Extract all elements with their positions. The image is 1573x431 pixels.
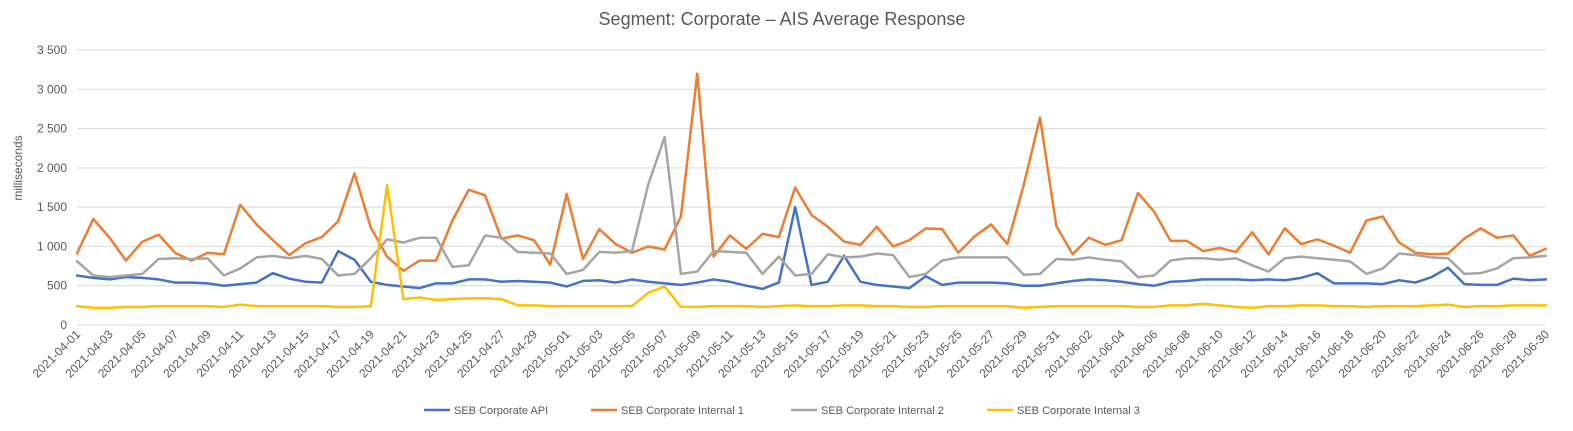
legend-item: SEB Corporate Internal 1 — [591, 405, 744, 417]
series-line-1 — [75, 205, 1548, 291]
legend-label: SEB Corporate API — [454, 405, 548, 417]
y-tick-label: 0 — [60, 318, 67, 332]
y-axis-label: milliseconds — [11, 135, 25, 200]
x-axis-ticks: 2021-04-012021-04-032021-04-052021-04-07… — [30, 327, 1553, 381]
y-tick-label: 1 500 — [37, 200, 67, 214]
gridlines — [77, 49, 1546, 326]
series-line-3 — [75, 135, 1548, 279]
series-line-2 — [75, 72, 1548, 273]
series-line-4 — [75, 183, 1548, 309]
y-tick-label: 3 500 — [37, 43, 67, 57]
y-tick-label: 500 — [47, 279, 67, 293]
legend: SEB Corporate API SEB Corporate Internal … — [424, 405, 1140, 417]
legend-item: SEB Corporate Internal 3 — [987, 405, 1140, 417]
chart-title: Segment: Corporate – AIS Average Respons… — [599, 9, 966, 29]
y-axis-ticks: 0 500 1 000 1 500 2 000 2 500 3 000 3 500 — [37, 43, 67, 332]
y-tick-label: 3 000 — [37, 82, 67, 96]
legend-label: SEB Corporate Internal 2 — [821, 405, 944, 417]
y-tick-label: 2 000 — [37, 161, 67, 175]
y-tick-label: 2 500 — [37, 122, 67, 136]
legend-label: SEB Corporate Internal 3 — [1017, 405, 1140, 417]
y-tick-label: 1 000 — [37, 239, 67, 253]
series-lines — [75, 72, 1548, 309]
legend-item: SEB Corporate API — [424, 405, 548, 417]
legend-label: SEB Corporate Internal 1 — [621, 405, 744, 417]
legend-item: SEB Corporate Internal 2 — [791, 405, 944, 417]
